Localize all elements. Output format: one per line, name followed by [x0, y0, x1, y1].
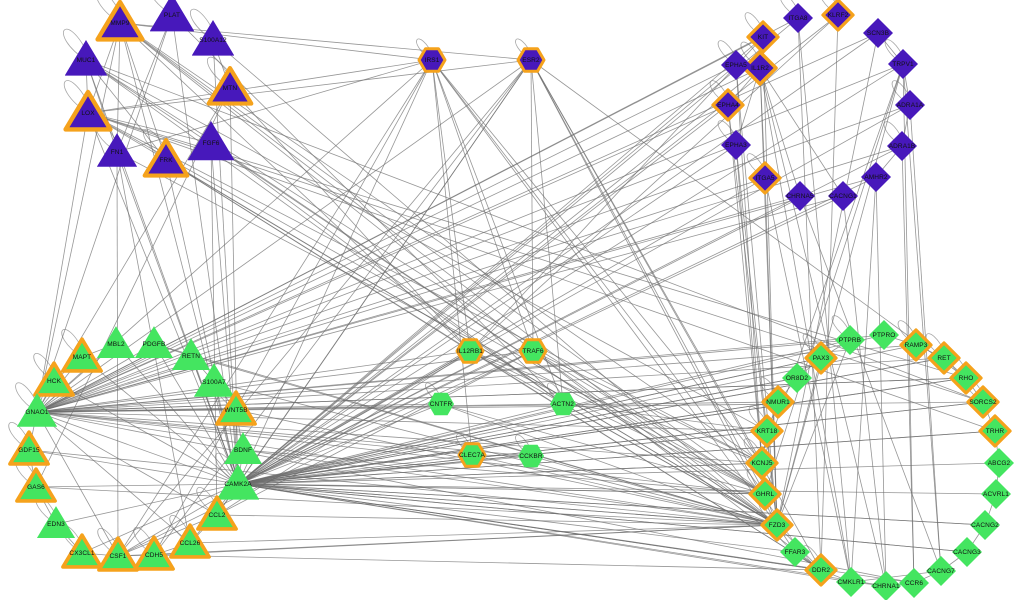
triangle-node-shape — [95, 0, 145, 42]
network-node-traf6[interactable]: TRAF6 — [513, 331, 553, 371]
diamond-node-shape — [828, 181, 858, 211]
triangle-node-shape — [172, 338, 210, 370]
diamond-node-shape — [949, 361, 983, 395]
network-node-cckbr[interactable]: CCKBR — [511, 436, 551, 476]
diamond-node-shape — [745, 446, 779, 480]
triangle-node-shape — [194, 363, 234, 397]
diamond-node-shape — [869, 320, 899, 350]
network-node-trpv1[interactable]: TRPV1 — [881, 42, 925, 86]
triangle-node-shape — [206, 65, 254, 106]
network-node-muc1[interactable]: MUC1 — [60, 34, 112, 86]
diamond-node-shape — [895, 90, 925, 120]
network-node-il12rb1[interactable]: IL12RB1 — [450, 331, 490, 371]
diamond-node-shape — [804, 553, 838, 587]
triangle-node-shape — [65, 40, 107, 76]
network-node-itga8[interactable]: ITGA8 — [776, 0, 820, 40]
diamond-node-shape — [785, 181, 815, 211]
diamond-node-shape — [782, 363, 812, 393]
hexagon-node-shape — [417, 47, 447, 73]
triangle-node-shape — [215, 390, 257, 426]
diamond-node-shape — [748, 477, 782, 511]
triangle-node-shape — [61, 533, 103, 569]
diamond-node-shape — [721, 130, 751, 160]
triangle-node-shape — [37, 506, 75, 538]
diamond-node-shape — [750, 414, 784, 448]
diamond-node-shape — [984, 448, 1014, 478]
triangle-node-shape — [33, 361, 75, 397]
diamond-node-shape — [966, 385, 1000, 419]
triangle-node-shape — [188, 120, 234, 161]
network-node-fn1[interactable]: FN1 — [92, 127, 142, 177]
hexagon-node-shape — [455, 338, 485, 364]
network-node-irs1[interactable]: IRS1 — [412, 40, 452, 80]
network-node-cntfr[interactable]: CNTFR — [421, 384, 461, 424]
network-node-s100a12[interactable]: S100A12 — [187, 14, 239, 66]
hexagon-node-shape — [550, 392, 576, 416]
diamond-node-shape — [760, 508, 794, 542]
diamond-node-shape — [861, 162, 891, 192]
triangle-node-shape — [142, 137, 190, 178]
triangle-node-shape — [217, 464, 259, 500]
diamond-node-shape — [742, 50, 778, 86]
hexagon-node-shape — [428, 392, 454, 416]
network-node-chrna5[interactable]: CHRNA5 — [778, 174, 822, 218]
network-node-mtn[interactable]: MTN — [204, 62, 256, 114]
network-node-clec7a[interactable]: CLEC7A — [452, 435, 492, 475]
network-node-ccr6[interactable]: CCR6 — [892, 561, 936, 600]
diamond-node-shape — [711, 88, 745, 122]
diamond-node-shape — [783, 3, 813, 33]
triangle-node-shape — [15, 467, 57, 503]
diamond-node-shape — [835, 325, 865, 355]
diamond-node-shape — [927, 341, 961, 375]
diamond-node-shape — [821, 0, 855, 32]
triangle-node-shape — [150, 0, 194, 32]
triangle-node-shape — [192, 20, 234, 56]
triangle-node-shape — [61, 337, 103, 373]
diamond-node-shape — [746, 20, 780, 54]
diamond-node-shape — [721, 50, 751, 80]
diamond-node-shape — [780, 537, 810, 567]
network-node-frk[interactable]: FRK — [140, 134, 192, 186]
triangle-node-shape — [135, 326, 173, 358]
triangle-node-shape — [97, 133, 137, 167]
network-node-epha5[interactable]: EPHA5 — [714, 43, 758, 87]
diamond-node-shape — [748, 161, 782, 195]
hexagon-node-shape — [457, 442, 487, 468]
diamond-node-shape — [981, 479, 1011, 509]
diamond-node-shape — [888, 49, 918, 79]
network-node-adra1a[interactable]: ADRA1A — [888, 83, 932, 127]
diamond-node-shape — [836, 567, 866, 597]
hexagon-node-shape — [518, 338, 548, 364]
diamond-node-shape — [887, 131, 917, 161]
triangle-node-shape — [8, 430, 50, 466]
network-node-esr2[interactable]: ESR2 — [511, 40, 551, 80]
hexagon-node-shape — [516, 47, 546, 73]
triangle-node-shape — [97, 326, 135, 358]
triangle-node-shape — [133, 535, 175, 571]
network-node-cdh5[interactable]: CDH5 — [130, 531, 178, 579]
triangle-node-shape — [169, 523, 211, 559]
diamond-node-shape — [863, 18, 893, 48]
network-node-epha4[interactable]: EPHA4 — [706, 83, 750, 127]
diamond-node-shape — [761, 385, 795, 419]
triangle-node-shape — [17, 393, 57, 427]
triangle-node-shape — [224, 432, 262, 464]
diamond-node-shape — [978, 414, 1012, 448]
diamond-node-shape — [871, 571, 901, 600]
network-node-amhr2[interactable]: AMHR2 — [854, 155, 898, 199]
diamond-node-shape — [952, 537, 982, 567]
network-node-klrf2[interactable]: KLRF2 — [816, 0, 860, 37]
diamond-node-shape — [804, 341, 838, 375]
triangle-node-shape — [63, 89, 113, 132]
diamond-node-shape — [926, 556, 956, 586]
triangle-node-shape — [97, 536, 139, 572]
network-node-actn2[interactable]: ACTN2 — [543, 384, 583, 424]
triangle-node-shape — [196, 495, 238, 531]
diamond-node-shape — [899, 328, 933, 362]
diamond-node-shape — [899, 568, 929, 598]
diamond-node-shape — [970, 510, 1000, 540]
hexagon-node-shape — [518, 444, 544, 468]
